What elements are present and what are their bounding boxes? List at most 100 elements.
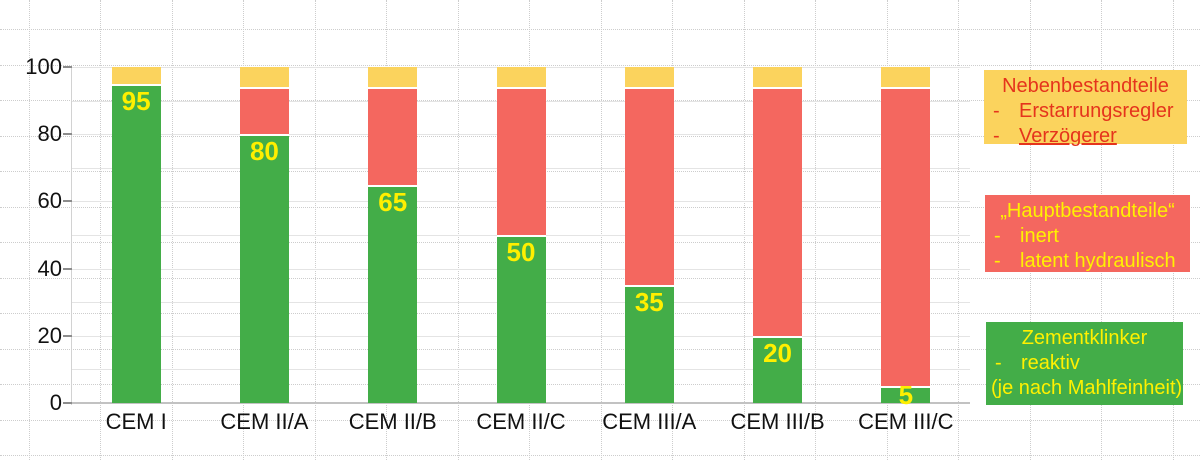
legend-item-label: Verzögerer xyxy=(1019,125,1117,147)
y-axis-line xyxy=(71,67,72,405)
legend-hauptbestandteile: „Hauptbestandteile“ - inert - latent hyd… xyxy=(985,195,1190,272)
legend-item-inert: - inert xyxy=(985,224,1190,249)
dotted-gridline-horizontal xyxy=(0,419,1200,421)
bar-cem-i: 95 xyxy=(111,67,161,403)
bar-value-label: 50 xyxy=(506,237,536,267)
bar-segment-zementklinker xyxy=(239,134,289,403)
bar-value-label: 80 xyxy=(249,136,279,167)
bar-value-label: 65 xyxy=(378,186,408,217)
category-label: CEM III/B xyxy=(730,409,825,434)
dotted-gridline-horizontal xyxy=(0,64,1200,66)
dotted-gridline-horizontal xyxy=(0,135,1200,137)
bar-segment-nebenbestandteile xyxy=(239,67,289,88)
dotted-gridline-vertical xyxy=(100,0,101,460)
legend-nebenbestandteile: Nebenbestandteile - Erstarrungsregler - … xyxy=(984,70,1187,147)
dotted-gridline-horizontal xyxy=(0,29,1200,30)
segment-separator xyxy=(368,87,418,90)
legend-item-label: reaktiv xyxy=(1021,352,1080,374)
y-axis-tick xyxy=(63,66,72,68)
category-label: CEM I xyxy=(105,409,167,434)
dotted-gridline-vertical xyxy=(28,0,30,460)
legend-zementklinker: Zementklinker - reaktiv (je nach Mahlfei… xyxy=(986,322,1183,405)
dotted-gridline-vertical xyxy=(314,0,316,460)
bar-segment-nebenbestandteile xyxy=(624,67,674,88)
bullet-dash: - xyxy=(993,100,1000,122)
y-tick-label: 100 xyxy=(25,54,62,79)
dotted-gridline-horizontal xyxy=(0,100,1200,101)
y-axis-tick xyxy=(63,402,72,404)
bar-value-label: 20 xyxy=(763,337,793,368)
segment-separator xyxy=(239,134,289,137)
bar-cem-iii-b: 20 xyxy=(753,67,803,403)
segment-separator xyxy=(753,335,803,338)
bar-segment-nebenbestandteile xyxy=(111,67,161,84)
segment-separator xyxy=(239,87,289,90)
dotted-gridline-horizontal xyxy=(0,348,1200,350)
bullet-dash: - xyxy=(993,125,1000,147)
category-label: CEM III/A xyxy=(602,409,697,434)
y-axis-tick xyxy=(63,334,72,337)
dotted-gridline-vertical xyxy=(457,0,459,460)
bar-segment-hauptbestandteile xyxy=(624,87,674,286)
y-tick-label: 40 xyxy=(37,255,62,281)
legend-title-nebenbestandteile: Nebenbestandteile xyxy=(1002,75,1169,97)
bar-segment-hauptbestandteile xyxy=(368,87,418,185)
segment-separator xyxy=(624,285,674,288)
legend-item-label: latent hydraulisch xyxy=(1020,250,1176,272)
dotted-gridline-vertical xyxy=(743,0,745,460)
dotted-gridline-horizontal xyxy=(0,277,1200,279)
x-axis-line xyxy=(72,402,970,404)
bar-segment-zementklinker xyxy=(624,285,674,403)
dotted-gridline-horizontal xyxy=(0,171,1200,172)
bar-segment-zementklinker xyxy=(111,83,161,403)
bar-segment-zementklinker xyxy=(496,235,546,403)
bar-value-label: 35 xyxy=(634,287,664,318)
legend-item-latent-hydraulisch: - latent hydraulisch xyxy=(985,249,1190,274)
segment-separator xyxy=(881,386,931,389)
bar-cem-ii-c: 50 xyxy=(496,67,546,403)
dotted-gridline-vertical xyxy=(600,0,602,460)
segment-separator xyxy=(753,87,803,90)
bar-segment-zementklinker xyxy=(881,386,931,403)
bar-segment-nebenbestandteile xyxy=(496,67,546,88)
dotted-gridline-horizontal xyxy=(0,455,1200,456)
dotted-gridline-horizontal xyxy=(0,242,1200,243)
bullet-dash: - xyxy=(994,225,1001,247)
segment-separator xyxy=(496,87,546,90)
segment-separator xyxy=(496,235,546,237)
segment-separator xyxy=(624,87,674,90)
category-label: CEM II/A xyxy=(220,409,309,434)
dotted-gridline-vertical xyxy=(815,0,816,460)
bar-value-label: 95 xyxy=(121,85,151,116)
legend-item-label: inert xyxy=(1020,225,1059,247)
y-axis-tick xyxy=(63,200,72,203)
bar-cem-ii-b: 65 xyxy=(368,67,418,403)
dotted-gridline-horizontal xyxy=(0,384,1200,385)
bar-segment-hauptbestandteile xyxy=(239,87,289,135)
category-label: CEM II/C xyxy=(476,409,566,434)
dotted-gridline-vertical xyxy=(171,0,173,460)
bar-segment-hauptbestandteile xyxy=(496,87,546,235)
category-label: CEM III/C xyxy=(858,409,954,434)
y-tick-label: 0 xyxy=(49,390,62,415)
bar-cem-iii-a: 35 xyxy=(624,67,674,403)
y-axis-tick xyxy=(63,133,72,136)
legend-title-zementklinker: Zementklinker xyxy=(1021,327,1148,349)
bar-segment-zementklinker xyxy=(753,335,803,403)
bullet-dash: - xyxy=(994,250,1001,272)
bullet-dash: - xyxy=(995,352,1002,374)
bar-value-label: 5 xyxy=(898,380,914,410)
legend-item-label: Erstarrungsregler xyxy=(1019,100,1174,122)
bar-segment-hauptbestandteile xyxy=(753,87,803,336)
bar-cem-ii-a: 80 xyxy=(239,67,289,403)
y-tick-label: 20 xyxy=(37,322,62,348)
bar-cem-iii-c: 5 xyxy=(881,67,931,410)
legend-item-reaktiv: - reaktiv xyxy=(986,351,1183,376)
bar-segment-nebenbestandteile xyxy=(881,67,931,88)
dotted-gridline-horizontal xyxy=(0,206,1200,208)
bar-segment-hauptbestandteile xyxy=(881,87,931,387)
y-axis-tick xyxy=(63,267,72,270)
legend-footer-mahlfeinheit: (je nach Mahlfeinheit) xyxy=(991,377,1183,399)
dotted-gridline-vertical xyxy=(958,0,959,460)
